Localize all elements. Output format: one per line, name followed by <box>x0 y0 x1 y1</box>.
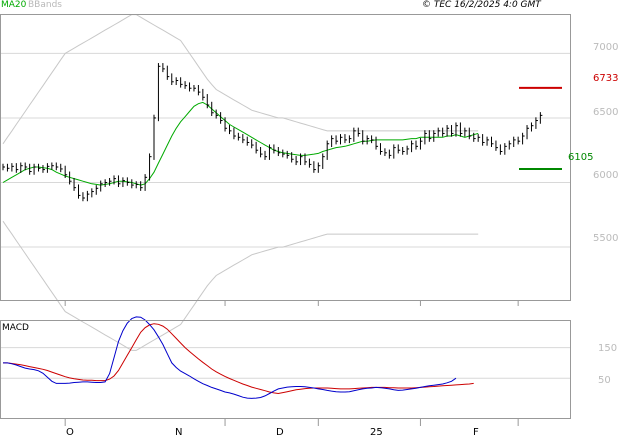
y-tick-label: 5500 <box>593 233 619 244</box>
macd-tick-label: 150 <box>598 343 618 354</box>
ma20-legend: MA20 <box>1 0 27 10</box>
macd-tick-label: 50 <box>598 375 611 386</box>
ma20-path <box>2 101 479 186</box>
macd-label: MACD <box>2 323 29 333</box>
bollinger-bands <box>2 14 479 351</box>
x-tick-label: O <box>66 427 74 438</box>
price-panel-frame <box>0 14 571 301</box>
y-tick-label: 7000 <box>593 42 619 53</box>
macd-lines <box>3 316 474 399</box>
x-tick-label: 25 <box>370 427 383 438</box>
bb-upper-line <box>2 14 479 145</box>
price-bars <box>2 63 543 202</box>
grid <box>0 52 570 426</box>
ma20-line <box>2 101 479 186</box>
x-tick-label: D <box>276 427 284 438</box>
resistance-label: 6733 <box>593 73 619 84</box>
level-lines <box>519 86 562 170</box>
bbands-legend: BBands <box>28 0 62 10</box>
support-label: 6105 <box>568 152 594 163</box>
macd-line <box>3 316 457 399</box>
panel-frames <box>0 14 571 419</box>
y-tick-label: 6000 <box>593 170 619 181</box>
x-tick-label: N <box>175 427 183 438</box>
y-tick-label: 6500 <box>593 107 619 118</box>
bb-lower-line <box>2 220 479 351</box>
macd-panel-frame <box>0 320 571 419</box>
x-tick-label: F <box>473 427 479 438</box>
copyright-text: © TEC 16/2/2025 4:0 GMT <box>422 0 541 10</box>
signal-line <box>3 323 474 395</box>
